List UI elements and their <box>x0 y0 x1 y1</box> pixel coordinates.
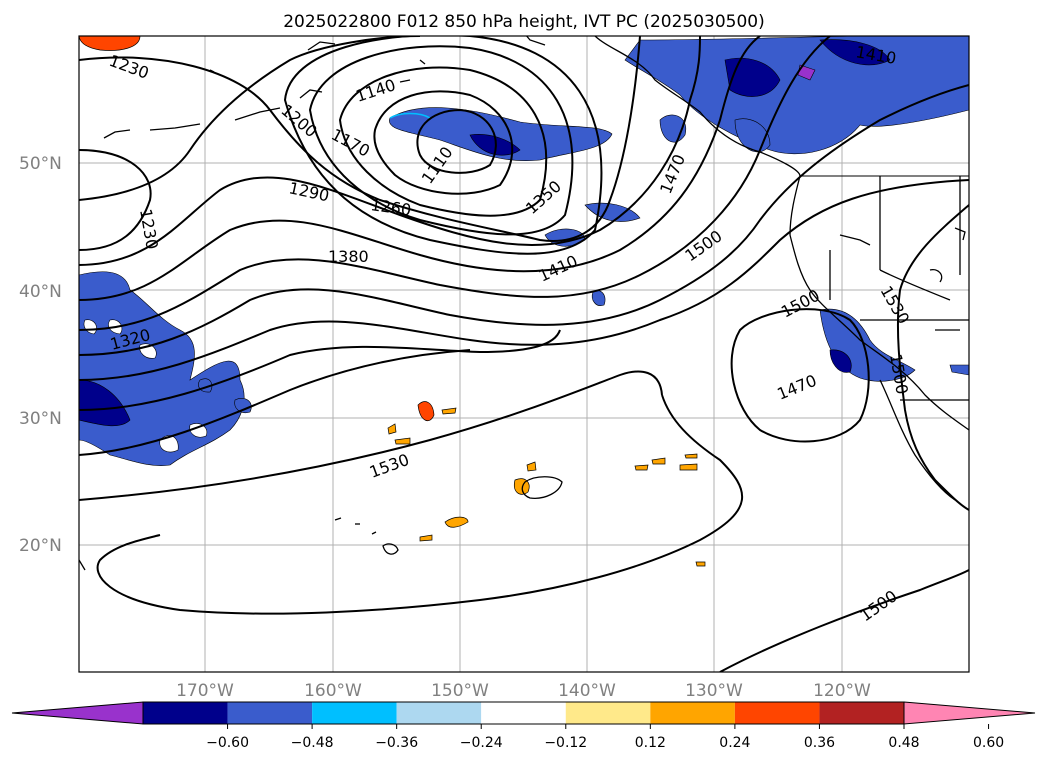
lat-label: 30°N <box>19 409 62 429</box>
colorbar-tick-label: 0.12 <box>635 735 666 751</box>
colorbar-tick-label: −0.12 <box>544 735 587 751</box>
ivt-positive-shading <box>79 36 706 567</box>
longitude-labels: 170°W 160°W 150°W 140°W 130°W 120°W <box>176 681 871 701</box>
colorbar-tick-label: 0.24 <box>719 735 750 751</box>
latitude-labels: 50°N 40°N 30°N 20°N <box>19 154 62 556</box>
lat-label: 40°N <box>19 282 62 302</box>
colorbar-segment <box>565 702 651 724</box>
colorbar-tick-label: 0.60 <box>973 735 1004 751</box>
lat-label: 20°N <box>19 536 62 556</box>
colorbar-tick-label: 0.48 <box>888 735 919 751</box>
height-contours <box>79 36 969 672</box>
colorbar-tick-label: −0.36 <box>375 735 418 751</box>
lon-label: 140°W <box>558 681 616 701</box>
colorbar-extend-max <box>903 701 1036 725</box>
lon-label: 170°W <box>176 681 234 701</box>
lat-label: 50°N <box>19 154 62 174</box>
colorbar-segment <box>650 702 735 724</box>
colorbar: −0.60 −0.48 −0.36 −0.24 −0.12 0.12 0.24 0.36 0.4… <box>11 701 1036 751</box>
colorbar-segment <box>819 702 904 724</box>
colorbar-segment <box>396 702 482 724</box>
colorbar-segment <box>312 702 397 724</box>
colorbar-tick-label: −0.48 <box>291 735 334 751</box>
colorbar-tick-label: 0.36 <box>804 735 835 751</box>
contour-label: 1380 <box>328 247 369 266</box>
colorbar-segment <box>481 702 566 724</box>
map-border <box>78 35 970 673</box>
lon-label: 160°W <box>304 681 362 701</box>
lon-label: 120°W <box>813 681 871 701</box>
colorbar-segment <box>143 702 228 724</box>
ivt-negative-shading <box>79 36 969 466</box>
colorbar-extend-min <box>11 701 144 725</box>
map-panel: 1230 1140 1200 1170 1110 1290 1260 1350 … <box>79 36 969 672</box>
colorbar-border <box>142 701 905 725</box>
figure-title: 2025022800 F012 850 hPa height, IVT PC (… <box>283 12 765 32</box>
colorbar-segment <box>734 702 820 724</box>
colorbar-tick-label: −0.24 <box>460 735 503 751</box>
lon-label: 130°W <box>685 681 743 701</box>
colorbar-segment <box>227 702 313 724</box>
colorbar-tick-label: −0.60 <box>206 735 249 751</box>
lon-label: 150°W <box>431 681 489 701</box>
